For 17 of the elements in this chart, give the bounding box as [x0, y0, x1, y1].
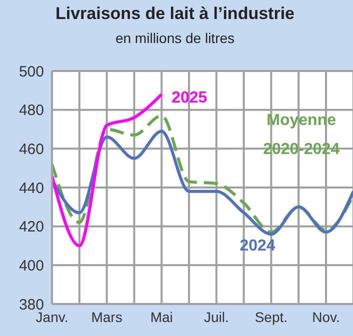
text: Moyenne 2020-2024: [263, 112, 340, 158]
y-tick-label: 440: [18, 180, 44, 197]
series-label: 2024: [240, 238, 276, 255]
y-tick-label: 460: [18, 140, 44, 158]
x-tick-label: Nov.: [312, 308, 340, 325]
line-series: [52, 92, 164, 248]
y-tick-label: 500: [18, 63, 44, 80]
y-tick-label: 420: [18, 218, 44, 236]
x-tick-label: Juil.: [204, 308, 229, 325]
y-tick-label: 400: [18, 257, 44, 274]
x-tick-label: Sept.: [254, 308, 288, 325]
x-tick-label: Mars: [91, 308, 122, 325]
chart-title: Livraisons de lait à l’industrie: [54, 4, 296, 24]
chart-subtitle: en millions de litres: [114, 30, 236, 46]
series-label: 2025: [172, 89, 208, 106]
y-tick-label: 480: [18, 102, 44, 120]
x-tick-label: Mai: [150, 308, 173, 325]
